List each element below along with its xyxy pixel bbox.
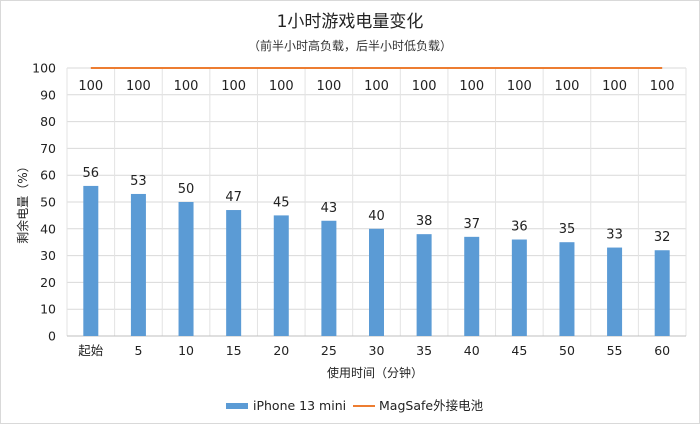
bar-series [83, 185, 670, 336]
gridlines [66, 67, 687, 337]
bar [654, 250, 670, 336]
line-data-label: 100 [459, 79, 484, 94]
x-tick-label: 35 [416, 343, 432, 358]
bar-data-label: 45 [273, 195, 290, 210]
x-tick-label: 55 [607, 343, 623, 358]
bar-data-label: 36 [511, 220, 528, 235]
line-data-label: 100 [78, 79, 103, 94]
x-tick-label: 10 [178, 343, 194, 358]
y-axis: 0 10 20 30 40 50 60 70 80 90 100 [32, 61, 56, 344]
y-tick-label: 60 [40, 168, 56, 183]
bar [273, 215, 289, 336]
bar-data-label: 53 [130, 174, 147, 189]
y-tick-label: 80 [40, 114, 56, 129]
bar [83, 185, 99, 336]
bar [416, 234, 432, 336]
chart-title: 1小时游戏电量变化 [277, 12, 424, 32]
y-tick-label: 30 [40, 248, 56, 263]
y-tick-label: 70 [40, 141, 56, 156]
x-tick-label: 20 [273, 343, 289, 358]
y-tick-label: 20 [40, 275, 56, 290]
x-tick-label: 30 [369, 343, 385, 358]
bar-data-label: 56 [83, 166, 100, 181]
y-tick-label: 50 [40, 195, 56, 210]
bar [464, 236, 480, 336]
bar-data-label: 32 [654, 230, 671, 245]
legend-bar-label: iPhone 13 mini [253, 398, 346, 413]
bar-data-label: 38 [416, 214, 433, 229]
y-tick-label: 100 [32, 61, 56, 76]
x-axis: 起始 5 10 15 20 25 30 35 40 45 50 55 60 [67, 335, 686, 358]
bar-data-label: 40 [368, 209, 385, 224]
line-data-label: 100 [364, 79, 389, 94]
line-data-label: 100 [126, 79, 151, 94]
bar-data-label: 43 [321, 201, 338, 216]
line-data-label: 100 [507, 79, 532, 94]
legend-bar-swatch [226, 403, 248, 409]
legend-line-label: MagSafe外接电池 [379, 398, 484, 413]
x-tick-label: 45 [511, 343, 527, 358]
bar-data-label: 33 [606, 228, 623, 243]
bar-data-labels: 56 53 50 47 45 43 40 38 37 36 35 33 32 [83, 166, 671, 245]
line-data-label: 100 [221, 79, 246, 94]
line-data-label: 100 [316, 79, 341, 94]
line-data-label: 100 [555, 79, 580, 94]
bar [130, 193, 146, 336]
line-data-label: 100 [174, 79, 199, 94]
x-tick-label: 15 [226, 343, 242, 358]
x-tick-label: 5 [134, 343, 142, 358]
x-axis-title: 使用时间（分钟） [327, 365, 423, 380]
line-data-label: 100 [602, 79, 627, 94]
line-data-label: 100 [269, 79, 294, 94]
bar [511, 239, 527, 336]
x-tick-label: 起始 [78, 343, 104, 358]
line-data-label: 100 [650, 79, 675, 94]
bar [369, 228, 384, 336]
bar-data-label: 50 [178, 182, 195, 197]
bar [607, 247, 623, 336]
bar-data-label: 37 [463, 217, 480, 232]
chart-subtitle: （前半小时高负载，后半小时低负载） [248, 38, 452, 53]
y-axis-title: 剩余电量（%） [15, 160, 30, 243]
bar [178, 202, 194, 336]
bar [226, 210, 242, 336]
bar-data-label: 35 [559, 222, 576, 237]
y-tick-label: 10 [40, 302, 56, 317]
y-tick-label: 90 [40, 87, 56, 102]
y-tick-label: 40 [40, 221, 56, 236]
bar [559, 242, 575, 336]
y-tick-label: 0 [48, 329, 56, 344]
bar-data-label: 47 [225, 190, 242, 205]
x-tick-label: 40 [464, 343, 480, 358]
line-data-label: 100 [412, 79, 437, 94]
legend: iPhone 13 mini MagSafe外接电池 [226, 398, 484, 413]
bar [321, 220, 337, 336]
x-tick-label: 25 [321, 343, 337, 358]
line-data-labels: 100 100 100 100 100 100 100 100 100 100 100 100 100 [78, 79, 674, 94]
x-tick-label: 60 [654, 343, 670, 358]
x-tick-label: 50 [559, 343, 575, 358]
